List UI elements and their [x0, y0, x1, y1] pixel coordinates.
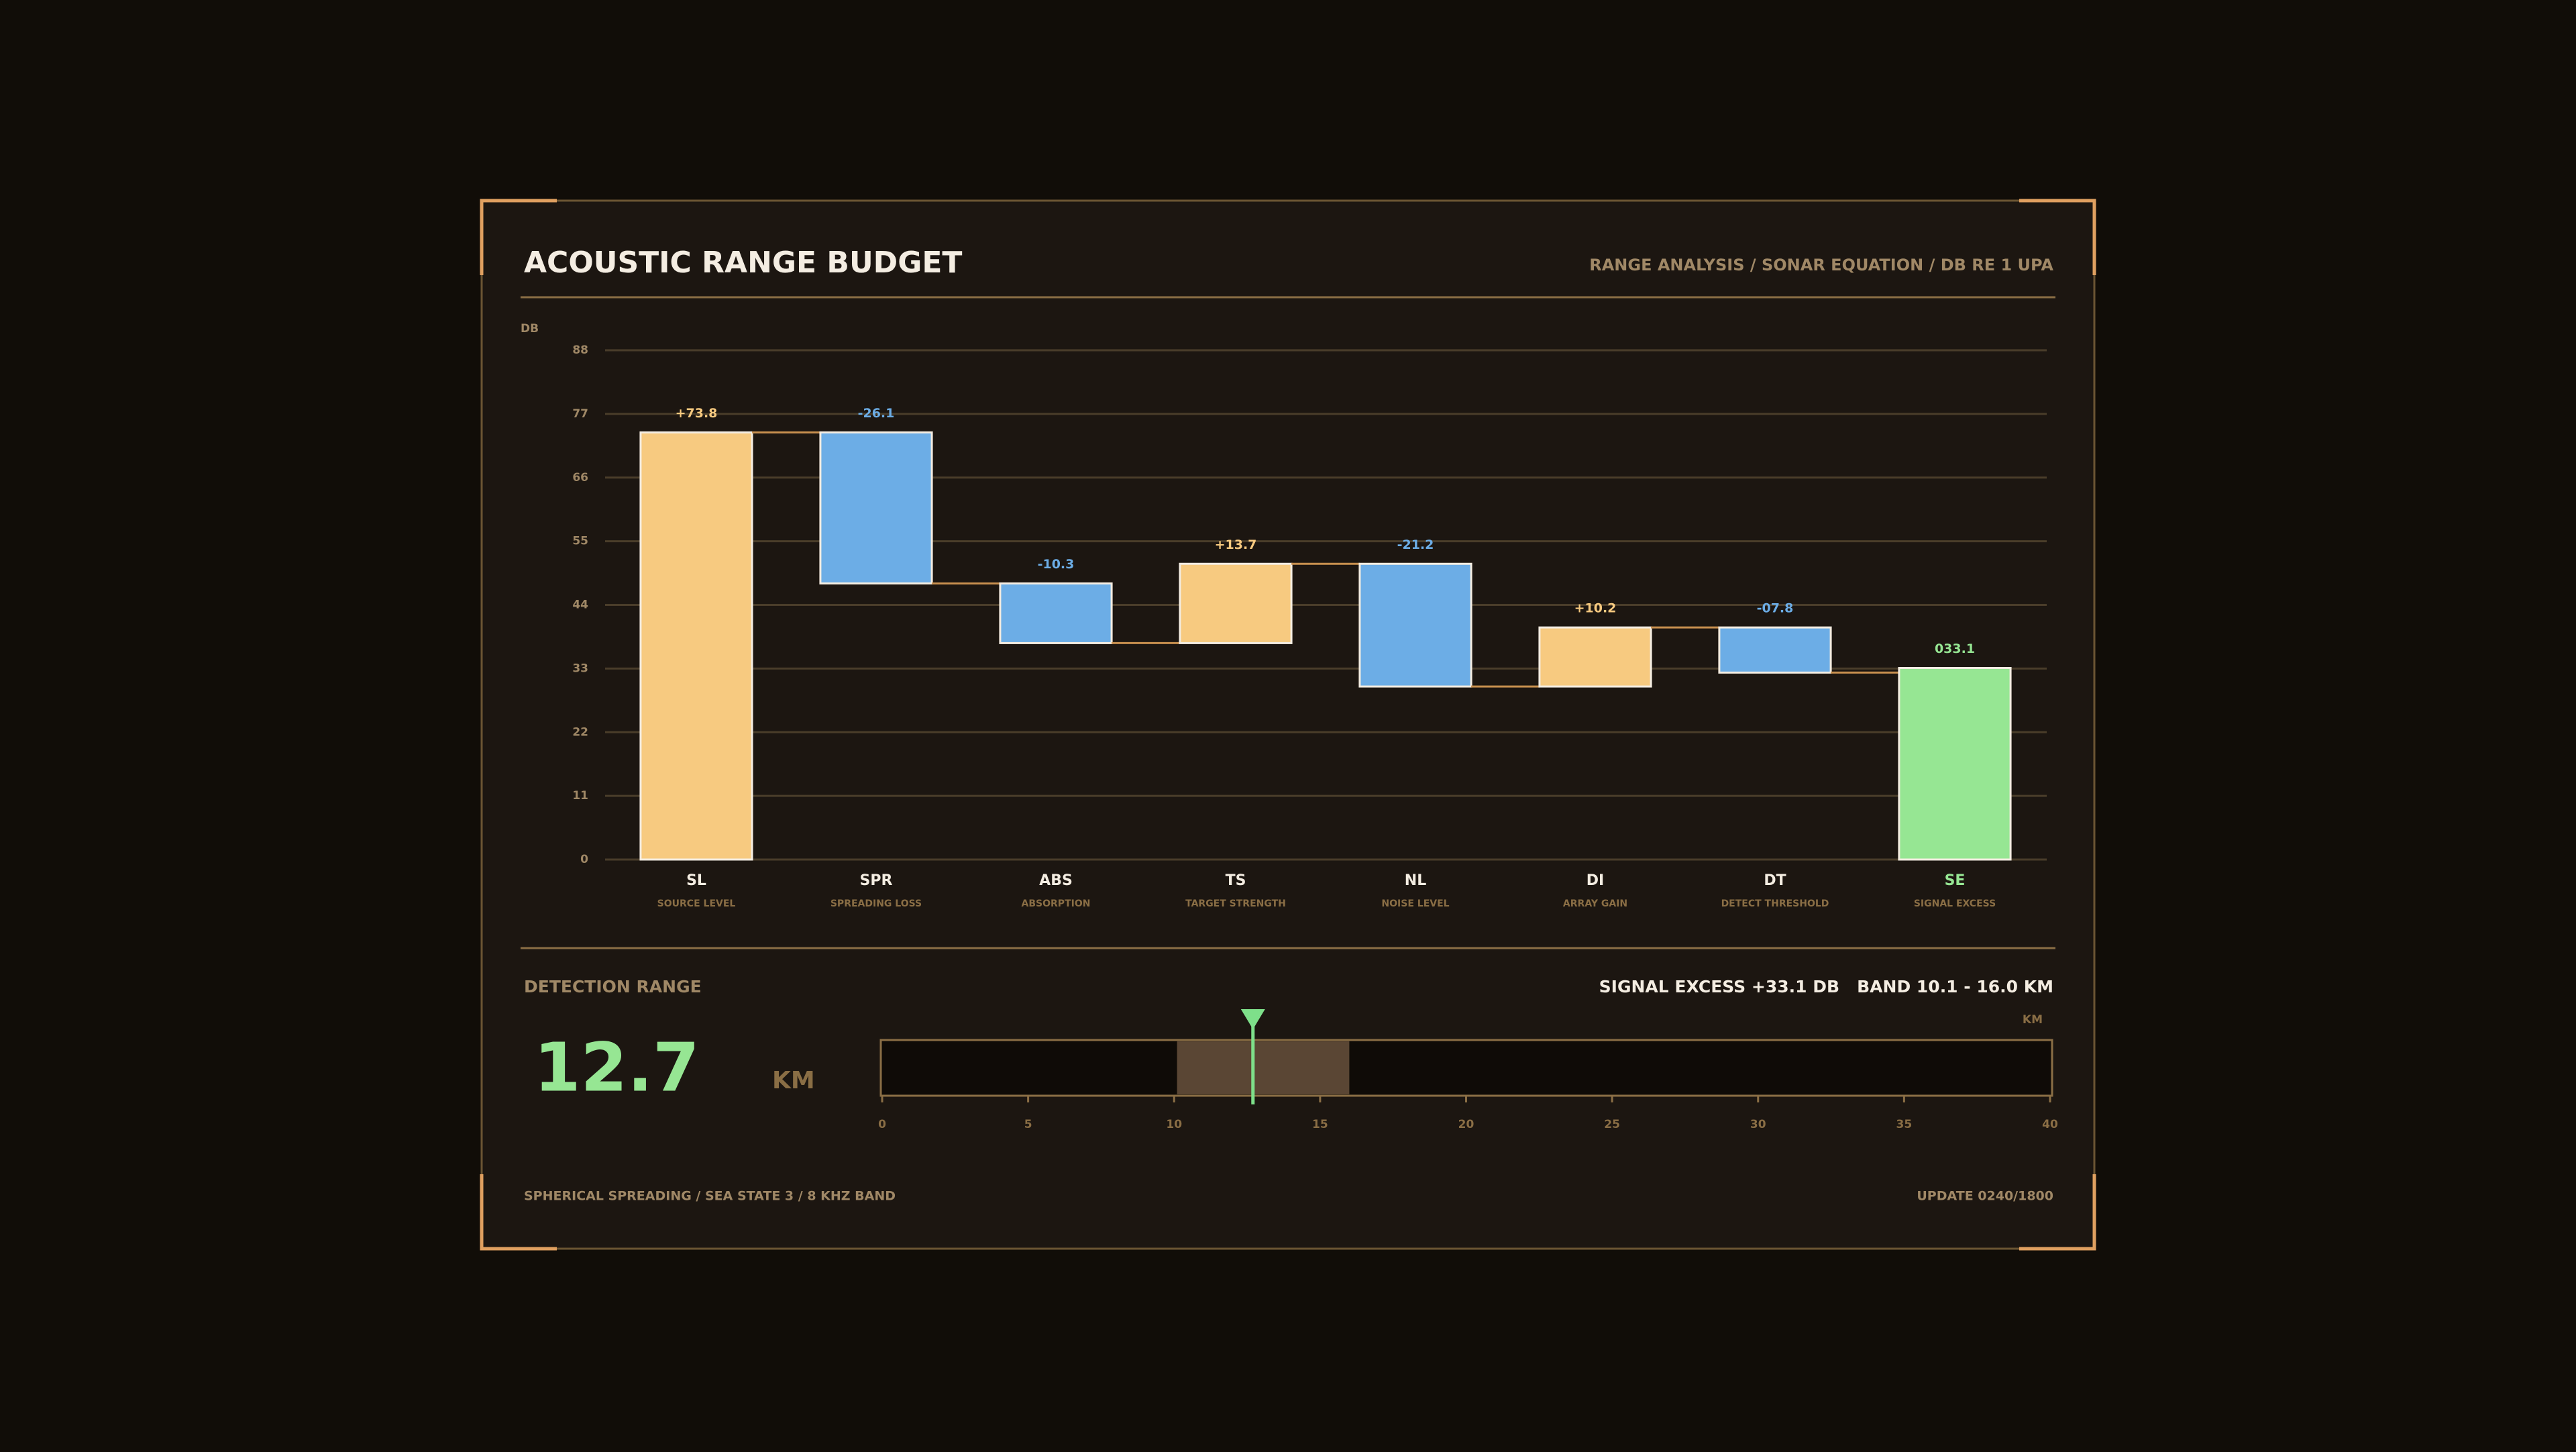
x-tick-label: 35: [1896, 1118, 1913, 1131]
x-tick-label: SE: [1945, 872, 1966, 889]
y-tick-label: 66: [572, 471, 588, 484]
bar: [1179, 562, 1293, 644]
y-tick-label: 88: [572, 344, 588, 357]
x-tick-label: 5: [1024, 1118, 1032, 1131]
category-description: TARGET STRENGTH: [1185, 898, 1286, 909]
value-label: +13.7: [1215, 537, 1257, 552]
y-tick-label: 22: [572, 725, 588, 739]
footer-left: SPHERICAL SPREADING / SEA STATE 3 / 8 KH…: [524, 1189, 896, 1204]
corner-brackets: [480, 199, 2096, 1251]
y-tick-label: 77: [572, 407, 588, 421]
y-tick-label: 11: [572, 789, 588, 802]
range-value: 12.7: [534, 1028, 700, 1106]
bar: [1358, 562, 1472, 688]
gauge-axis-label: KM: [2023, 1013, 2043, 1027]
x-tick-label: 15: [1312, 1118, 1328, 1131]
x-tick-label: 25: [1604, 1118, 1620, 1131]
bar: [639, 431, 753, 861]
x-tick-label: DI: [1587, 872, 1604, 889]
range-unit: KM: [772, 1067, 815, 1094]
y-tick-label: 44: [572, 599, 588, 612]
x-tick-label: NL: [1405, 872, 1426, 889]
category-description: NOISE LEVEL: [1381, 898, 1449, 909]
x-tick-label: TS: [1226, 872, 1246, 889]
x-tick-label: 20: [1458, 1118, 1474, 1131]
bar: [999, 582, 1113, 644]
category-description: SPREADING LOSS: [830, 898, 922, 909]
category-description: SOURCE LEVEL: [657, 898, 736, 909]
range-band: [1177, 1041, 1350, 1094]
x-tick-label: 10: [1166, 1118, 1182, 1131]
x-tick-label: 30: [1750, 1118, 1766, 1131]
y-tick-label: 33: [572, 662, 588, 675]
value-label: -26.1: [858, 406, 895, 421]
x-tick-label: SPR: [860, 872, 893, 889]
title: ACOUSTIC RANGE BUDGET: [524, 246, 962, 280]
value-label: 033.1: [1935, 641, 1975, 656]
subtitle: RANGE ANALYSIS / SONAR EQUATION / DB RE …: [1589, 256, 2053, 274]
y-tick-label: 0: [580, 853, 588, 866]
footer-right: UPDATE 0240/1800: [1917, 1189, 2053, 1204]
value-label: -10.3: [1038, 557, 1075, 572]
range-marker: [1240, 1009, 1265, 1029]
x-tick-label: 0: [878, 1118, 886, 1131]
gauge-track: [879, 1039, 2053, 1097]
bar: [1538, 626, 1652, 688]
value-label: +73.8: [676, 406, 718, 421]
y-tick-label: 55: [572, 535, 588, 548]
value-label: -21.2: [1397, 537, 1434, 552]
x-tick-label: 40: [2042, 1118, 2058, 1131]
category-description: ARRAY GAIN: [1563, 898, 1627, 909]
x-tick-label: DT: [1764, 872, 1786, 889]
category-description: DETECT THRESHOLD: [1721, 898, 1829, 909]
category-description: ABSORPTION: [1022, 898, 1091, 909]
gauge-title: DETECTION RANGE: [524, 977, 702, 996]
bar: [819, 431, 933, 585]
x-tick-label: ABS: [1039, 872, 1073, 889]
gauge-summary: SIGNAL EXCESS +33.1 DB BAND 10.1 - 16.0 …: [1599, 977, 2053, 996]
bar: [1718, 626, 1832, 674]
value-label: -07.8: [1757, 601, 1794, 616]
value-label: +10.2: [1574, 601, 1617, 616]
bar: [1898, 667, 2012, 861]
y-axis-label: DB: [521, 322, 539, 335]
category-description: SIGNAL EXCESS: [1914, 898, 1996, 909]
x-tick-label: SL: [686, 872, 706, 889]
